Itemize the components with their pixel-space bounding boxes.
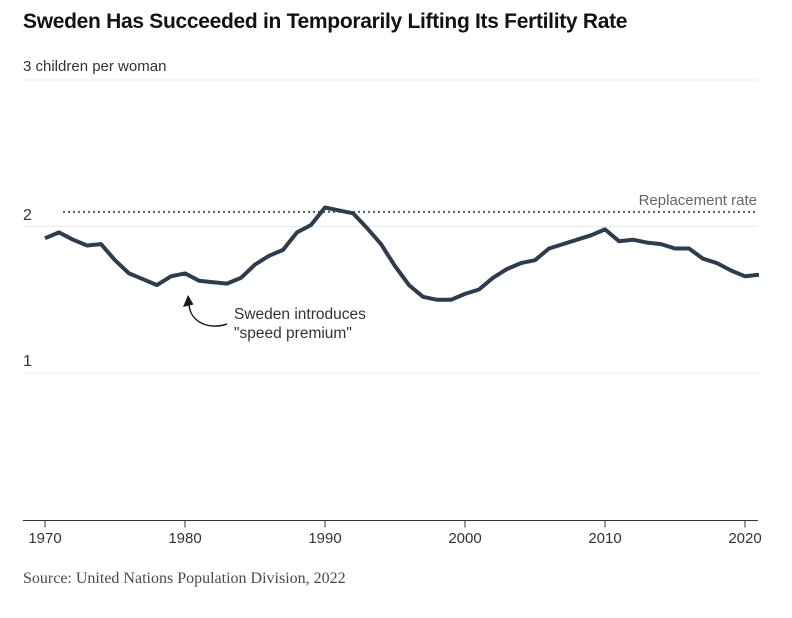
chart-title: Sweden Has Succeeded in Temporarily Lift… bbox=[23, 10, 628, 33]
x-tick-label-2010: 2010 bbox=[588, 530, 621, 547]
y-axis-unit-label: 3 children per woman bbox=[23, 58, 167, 75]
x-tick-label-1990: 1990 bbox=[308, 530, 341, 547]
replacement-rate-label: Replacement rate bbox=[639, 192, 757, 209]
source-credit: Source: United Nations Population Divisi… bbox=[23, 570, 346, 587]
x-tick-label-2000: 2000 bbox=[448, 530, 481, 547]
x-tick-label-1970: 1970 bbox=[28, 530, 61, 547]
annotation-arrowhead-icon bbox=[183, 295, 194, 307]
y-tick-label-2: 2 bbox=[23, 207, 32, 224]
annotation-arrow bbox=[188, 303, 228, 327]
y-tick-label-1: 1 bbox=[23, 353, 32, 370]
fertility-series-line bbox=[44, 205, 760, 302]
gridlines bbox=[23, 79, 758, 374]
annotation-line2: "speed premium" bbox=[234, 325, 352, 342]
x-tick-label-2020: 2020 bbox=[728, 530, 761, 547]
annotation-line1: Sweden introduces bbox=[234, 306, 366, 323]
x-axis-ticks: 1970 1980 1990 2000 2010 2020 bbox=[28, 520, 762, 547]
x-tick-label-1980: 1980 bbox=[168, 530, 201, 547]
annotation-speed-premium: Sweden introduces "speed premium" bbox=[234, 305, 366, 343]
